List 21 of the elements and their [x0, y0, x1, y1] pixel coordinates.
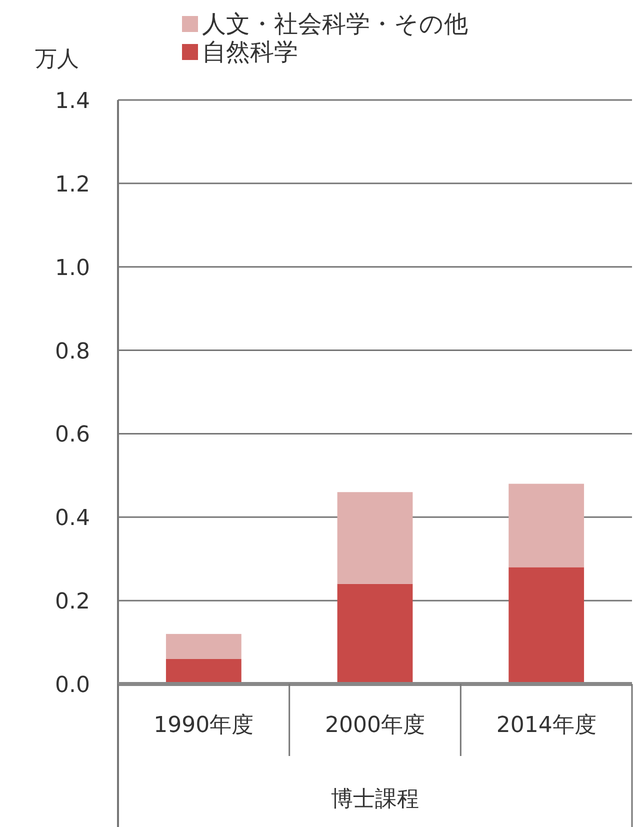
x-axis-title: 博士課程 [331, 787, 419, 812]
bar [508, 484, 584, 568]
y-tick-label: 0.2 [55, 590, 90, 615]
bar [166, 634, 242, 659]
x-tick-label: 2000年度 [325, 713, 425, 738]
y-tick-label: 0.8 [55, 339, 90, 364]
y-tick-label: 0.4 [55, 506, 90, 532]
y-tick-label: 0.0 [55, 673, 90, 698]
bar [337, 584, 413, 684]
bar [508, 567, 584, 684]
bar [166, 658, 242, 684]
y-tick-label: 1.2 [55, 172, 90, 198]
x-tick-label: 1990年度 [154, 713, 254, 738]
y-tick-label: 0.6 [55, 422, 90, 448]
x-tick-label: 2014年度 [496, 713, 596, 738]
y-tick-label: 1.0 [55, 256, 90, 281]
legend-label: 自然科学 [202, 38, 298, 66]
y-tick-label: 1.4 [55, 89, 90, 114]
y-axis-title: 万人 [35, 47, 79, 72]
legend-label: 人文・社会科学・その他 [202, 10, 468, 38]
bar [337, 492, 413, 584]
